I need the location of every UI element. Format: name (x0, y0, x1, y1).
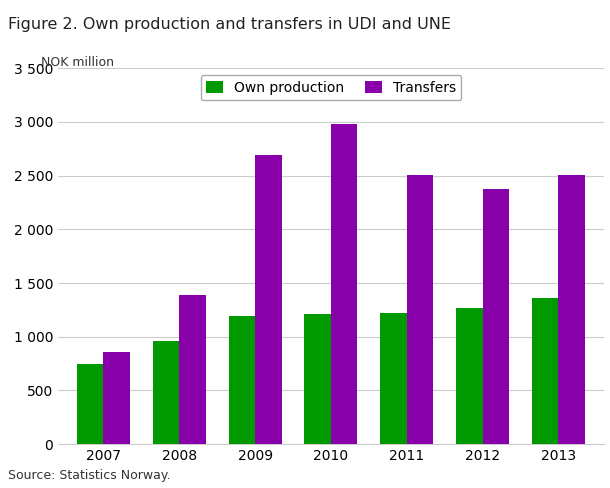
Bar (483, 188, 509, 444)
Bar (331, 124, 357, 444)
Bar (77, 364, 104, 444)
Text: Source: Statistics Norway.: Source: Statistics Norway. (8, 468, 170, 482)
Bar (104, 352, 130, 444)
Bar (255, 155, 282, 444)
Bar (456, 308, 483, 444)
Text: NOK million: NOK million (41, 56, 115, 69)
Bar (558, 175, 585, 444)
Legend: Own production, Transfers: Own production, Transfers (201, 75, 461, 101)
Bar (407, 175, 433, 444)
Bar (380, 313, 407, 444)
Bar (229, 316, 255, 444)
Bar (304, 314, 331, 444)
Bar (532, 298, 558, 444)
Bar (179, 295, 206, 444)
Text: Figure 2. Own production and transfers in UDI and UNE: Figure 2. Own production and transfers i… (8, 17, 451, 32)
Bar (152, 341, 179, 444)
